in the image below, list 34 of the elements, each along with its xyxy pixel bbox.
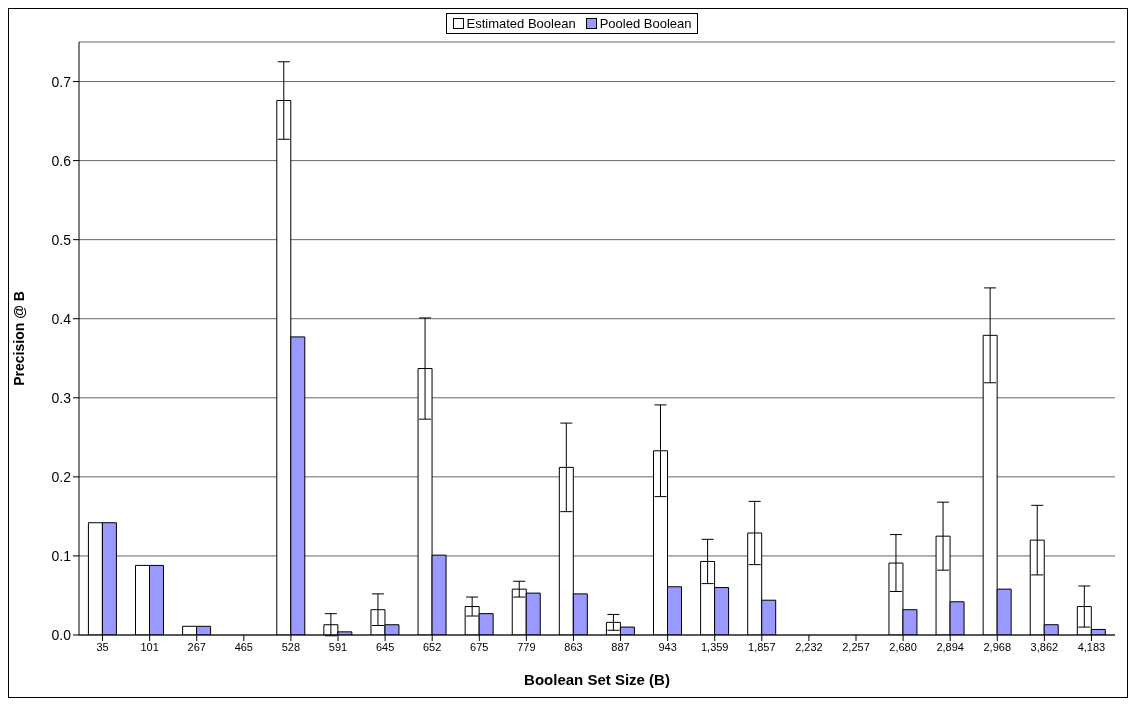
x-tick-label: 1,857 (748, 640, 776, 653)
x-tick-label: 528 (281, 640, 301, 653)
y-tick-label: 0.0 (51, 626, 72, 643)
y-tick-label: 0.1 (51, 547, 72, 564)
x-tick-label: 779 (517, 640, 536, 653)
x-tick-label: 465 (234, 640, 253, 653)
x-tick-label: 3,862 (1030, 640, 1059, 653)
x-tick-label: 35 (96, 640, 109, 653)
x-tick-label: 2,968 (983, 640, 1012, 653)
x-tick-label: 2,894 (936, 640, 964, 653)
y-tick-label: 0.6 (51, 152, 72, 169)
x-tick-label: 267 (187, 640, 206, 653)
x-tick-label: 4,183 (1077, 640, 1106, 653)
x-tick-label: 591 (328, 640, 348, 653)
legend-label: Estimated Boolean (465, 16, 576, 31)
x-axis-title: Boolean Set Size (B) (524, 671, 670, 688)
y-tick-label: 0.2 (51, 468, 72, 485)
x-tick-label: 2,257 (842, 640, 870, 653)
x-tick-label: 887 (611, 640, 630, 653)
x-tick-label: 645 (375, 640, 395, 653)
x-tick-label: 2,232 (795, 640, 823, 653)
y-tick-label: 0.3 (51, 389, 72, 406)
x-tick-label: 101 (140, 640, 159, 653)
y-axis-title: Precision @ B (10, 291, 27, 386)
x-tick-label: 652 (423, 640, 442, 653)
x-tick-label: 943 (658, 640, 677, 653)
legend-label: Pooled Boolean (598, 16, 692, 31)
x-tick-label: 2,680 (889, 640, 917, 653)
x-tick-label: 863 (564, 640, 583, 653)
y-tick-label: 0.7 (51, 73, 72, 90)
x-tick-label: 675 (470, 640, 489, 653)
y-tick-label: 0.4 (51, 310, 72, 327)
x-tick-label: 1,359 (700, 640, 729, 653)
y-tick-label: 0.5 (51, 231, 72, 248)
